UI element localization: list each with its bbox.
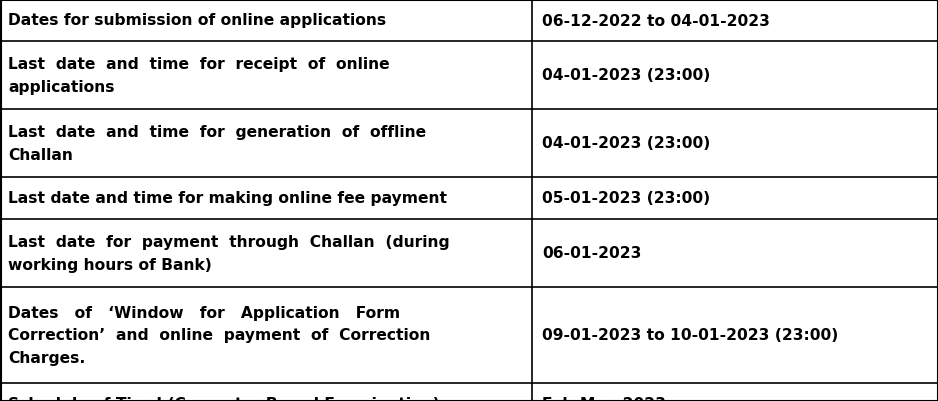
Text: Dates   of   ‘Window   for   Application   Form: Dates of ‘Window for Application Form	[8, 305, 401, 320]
Text: 05-01-2023 (23:00): 05-01-2023 (23:00)	[542, 191, 710, 206]
Text: Last date and time for making online fee payment: Last date and time for making online fee…	[8, 191, 447, 206]
Text: applications: applications	[8, 79, 114, 95]
Text: Last  date  for  payment  through  Challan  (during: Last date for payment through Challan (d…	[8, 235, 449, 249]
Text: Last  date  and  time  for  receipt  of  online: Last date and time for receipt of online	[8, 57, 389, 72]
Text: Feb-Mar, 2023: Feb-Mar, 2023	[542, 397, 666, 401]
Text: Correction’  and  online  payment  of  Correction: Correction’ and online payment of Correc…	[8, 328, 431, 342]
Text: Last  date  and  time  for  generation  of  offline: Last date and time for generation of off…	[8, 125, 426, 140]
Text: 04-01-2023 (23:00): 04-01-2023 (23:00)	[542, 136, 710, 151]
Text: Charges.: Charges.	[8, 350, 85, 365]
Text: 04-01-2023 (23:00): 04-01-2023 (23:00)	[542, 68, 710, 83]
Text: 06-01-2023: 06-01-2023	[542, 246, 642, 261]
Text: 06-12-2022 to 04-01-2023: 06-12-2022 to 04-01-2023	[542, 14, 770, 28]
Text: working hours of Bank): working hours of Bank)	[8, 257, 212, 272]
Text: Schedule of Tier-I (Computer Based Examination): Schedule of Tier-I (Computer Based Exami…	[8, 397, 440, 401]
Text: Challan: Challan	[8, 148, 73, 162]
Text: Dates for submission of online applications: Dates for submission of online applicati…	[8, 14, 386, 28]
Text: 09-01-2023 to 10-01-2023 (23:00): 09-01-2023 to 10-01-2023 (23:00)	[542, 328, 839, 342]
